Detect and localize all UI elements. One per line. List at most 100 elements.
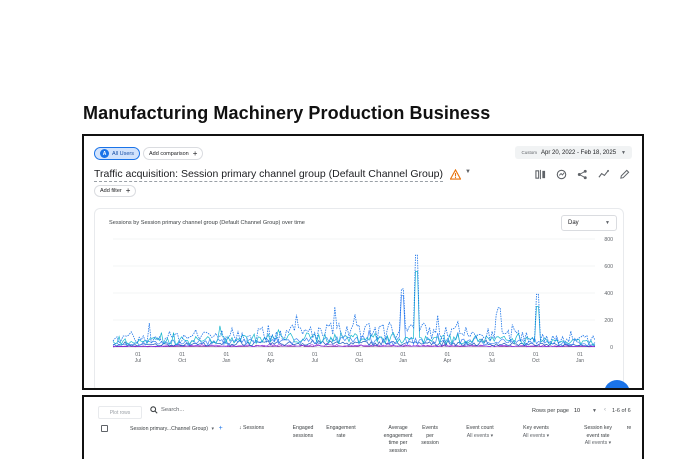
y-tick-label: 800 xyxy=(604,237,613,243)
column-header-label: re xyxy=(626,425,632,431)
report-panel: A All Users Add comparison + Custom Apr … xyxy=(82,134,644,390)
granularity-select[interactable]: Day ▼ xyxy=(561,215,617,231)
column-header-sessions[interactable]: ↓ Sessions xyxy=(239,425,279,433)
date-range-value: Apr 20, 2022 - Feb 18, 2025 xyxy=(540,149,617,156)
series-line-total[interactable] xyxy=(112,254,596,346)
column-header-filter[interactable]: All events ▾ xyxy=(522,432,550,439)
svg-text:Oct: Oct xyxy=(178,358,186,364)
chevron-left-icon[interactable]: ‹ xyxy=(604,407,606,413)
select-all-checkbox[interactable] xyxy=(101,425,108,432)
granularity-value: Day xyxy=(568,220,579,226)
table-search[interactable]: Search... xyxy=(150,406,184,414)
svg-text:01: 01 xyxy=(179,352,185,358)
column-header-key-events[interactable]: Key events All events ▾ xyxy=(516,425,556,440)
insights-icon[interactable] xyxy=(555,168,567,180)
y-tick-label: 400 xyxy=(604,291,613,297)
page-title: Manufacturing Machinery Production Busin… xyxy=(83,103,491,123)
svg-text:01: 01 xyxy=(268,352,274,358)
add-dimension-icon[interactable]: + xyxy=(218,425,223,432)
rows-per-page-select[interactable]: 10 xyxy=(574,408,581,414)
chart-title: Sessions by Session primary channel grou… xyxy=(109,220,305,226)
svg-text:Jan: Jan xyxy=(576,358,584,364)
series-line-direct[interactable] xyxy=(112,338,596,347)
search-icon xyxy=(150,406,158,414)
date-range-type: Custom xyxy=(521,150,537,155)
svg-text:Apr: Apr xyxy=(444,358,452,364)
caret-down-icon[interactable]: ▼ xyxy=(465,169,471,175)
report-toolbar xyxy=(534,168,630,180)
series-line-organic-search[interactable] xyxy=(112,271,596,346)
svg-text:01: 01 xyxy=(400,352,406,358)
svg-text:Oct: Oct xyxy=(355,358,363,364)
report-title[interactable]: Traffic acquisition: Session primary cha… xyxy=(94,168,444,182)
column-header-label: Key events xyxy=(523,425,549,431)
column-header-event-count[interactable]: Event count All events ▾ xyxy=(460,425,500,440)
add-filter-button[interactable]: Add filter + xyxy=(94,185,137,197)
add-filter-label: Add filter xyxy=(100,188,122,194)
svg-text:Apr: Apr xyxy=(267,358,275,364)
svg-text:01: 01 xyxy=(135,352,141,358)
column-header-filter[interactable]: All events ▾ xyxy=(584,440,612,446)
column-header-label: Engaged sessions xyxy=(292,425,314,439)
svg-text:Oct: Oct xyxy=(532,358,540,364)
column-header-label: Event count xyxy=(466,425,494,431)
edit-pencil-icon[interactable] xyxy=(618,168,630,180)
column-header-engagement-rate[interactable]: Engagement rate xyxy=(324,425,358,440)
column-header-re[interactable]: re xyxy=(624,425,634,433)
column-header-session-key-event-rate[interactable]: Session key event rate All events ▾ xyxy=(578,425,618,448)
dimension-header-label: Session primary...Channel Group) xyxy=(130,426,209,432)
svg-text:Jan: Jan xyxy=(399,358,407,364)
column-header-filter[interactable]: All events ▾ xyxy=(466,432,494,439)
svg-text:01: 01 xyxy=(533,352,539,358)
warning-icon[interactable] xyxy=(450,169,461,180)
column-header-label: Events per session xyxy=(421,425,439,446)
svg-text:01: 01 xyxy=(489,352,495,358)
date-range-picker[interactable]: Custom Apr 20, 2022 - Feb 18, 2025 ▼ xyxy=(515,146,632,159)
share-icon[interactable] xyxy=(576,168,588,180)
caret-down-icon: ▾ xyxy=(211,426,215,432)
all-users-segment-chip[interactable]: A All Users xyxy=(94,147,141,160)
plus-icon: + xyxy=(125,186,131,195)
series-line-referral[interactable] xyxy=(112,342,596,348)
segment-label: All Users xyxy=(112,150,135,157)
assistant-fab-button[interactable] xyxy=(604,380,630,388)
svg-text:Jul: Jul xyxy=(312,358,318,364)
segment-letter-badge: A xyxy=(100,149,109,158)
add-comparison-label: Add comparison xyxy=(149,150,189,157)
pagination-info: 1-6 of 6 xyxy=(612,408,631,414)
svg-text:01: 01 xyxy=(224,352,230,358)
compare-icon[interactable] xyxy=(534,168,546,180)
table-panel: Plot rows Search... Rows per page 10 ▼ ‹… xyxy=(82,395,644,459)
plus-icon: + xyxy=(192,148,198,158)
column-header-average-engagement-time-per-session[interactable]: Average engagement time per session xyxy=(380,425,416,455)
column-header-events-per-session[interactable]: Events per session xyxy=(420,425,440,448)
svg-text:01: 01 xyxy=(445,352,451,358)
column-header-label: ↓ Sessions xyxy=(239,425,265,431)
plot-rows-button[interactable]: Plot rows xyxy=(98,406,142,419)
svg-text:Jul: Jul xyxy=(135,358,141,364)
dimension-column-header[interactable]: Session primary...Channel Group) ▾ + xyxy=(130,425,223,434)
trend-icon[interactable] xyxy=(597,168,609,180)
sessions-line-chart[interactable]: 800600400200001Jul01Oct01Jan01Apr01Jul01… xyxy=(95,209,625,390)
svg-text:01: 01 xyxy=(356,352,362,358)
column-header-label: Average engagement time per session xyxy=(383,425,413,454)
column-header-label: Session key event rate xyxy=(584,425,612,439)
caret-down-icon[interactable]: ▼ xyxy=(592,408,597,414)
caret-down-icon: ▼ xyxy=(605,220,610,226)
search-input[interactable]: Search... xyxy=(161,407,185,413)
column-header-engaged-sessions[interactable]: Engaged sessions xyxy=(286,425,320,440)
svg-text:Jul: Jul xyxy=(488,358,494,364)
y-tick-label: 0 xyxy=(610,345,613,351)
svg-text:01: 01 xyxy=(577,352,583,358)
caret-down-icon: ▼ xyxy=(621,149,626,156)
column-header-label: Engagement rate xyxy=(326,425,356,439)
add-comparison-button[interactable]: Add comparison + xyxy=(143,147,204,160)
